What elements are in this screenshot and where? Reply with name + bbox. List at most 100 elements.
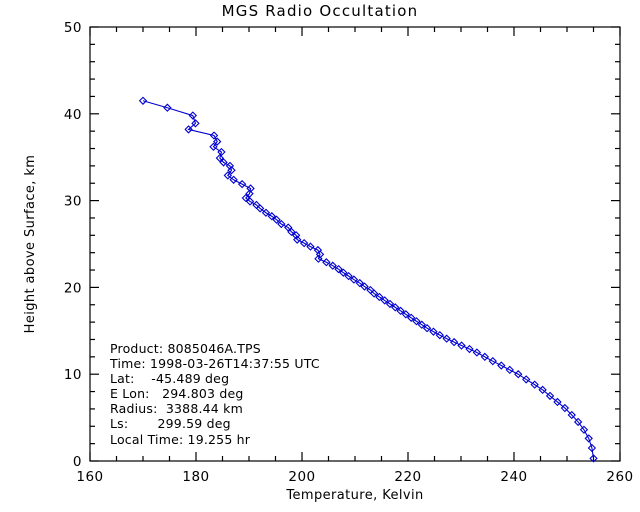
data-point-marker — [442, 334, 451, 343]
data-point-marker — [355, 278, 364, 288]
data-point-marker — [360, 282, 369, 291]
data-point-marker — [314, 254, 323, 263]
data-point-marker — [322, 258, 331, 267]
annotation-line: Ls: 299.59 deg — [110, 416, 231, 432]
annotation-line: E Lon: 294.803 deg — [110, 386, 244, 402]
data-point-marker — [465, 344, 474, 354]
data-point-marker — [272, 215, 281, 224]
y-tick-label: 40 — [64, 107, 82, 123]
data-point-marker — [553, 397, 562, 407]
data-point-marker — [293, 235, 302, 244]
data-point-marker — [245, 197, 255, 206]
data-point-marker — [223, 171, 232, 180]
data-point-marker — [412, 317, 421, 326]
data-point-marker — [191, 119, 200, 128]
data-point-marker — [245, 189, 254, 198]
data-point-marker — [255, 204, 265, 213]
axis-labels: 160 180 200 220 240 260 0 10 20 30 40 50 Temperature… — [23, 20, 633, 503]
annotation-line: Product: 8085046A.TPS — [110, 341, 261, 356]
annotation-line: Time: 1998-03-26T14:37:55 UTC — [110, 356, 320, 372]
data-point-marker — [457, 341, 466, 350]
data-point-marker — [497, 361, 506, 370]
data-point-marker — [407, 313, 416, 322]
data-point-marker — [217, 147, 226, 157]
data-point-marker — [417, 320, 426, 329]
data-point-marker — [472, 348, 482, 357]
data-point-marker — [545, 391, 555, 401]
data-point-marker — [505, 365, 514, 375]
data-point-marker — [339, 268, 348, 277]
data-series — [138, 96, 598, 463]
data-point-marker — [241, 193, 250, 203]
data-point-marker — [306, 242, 315, 251]
axes — [89, 26, 621, 462]
data-point-marker — [315, 250, 325, 259]
data-point-marker — [589, 454, 598, 463]
data-point-marker — [219, 158, 228, 167]
series-line — [142, 100, 595, 459]
data-point-marker — [530, 380, 539, 389]
data-point-marker — [299, 238, 309, 248]
data-point-marker — [227, 166, 236, 175]
data-point-marker — [480, 352, 490, 362]
page-title: MGS Radio Occultation — [221, 2, 419, 20]
data-point-marker — [449, 337, 459, 347]
data-point-marker — [488, 357, 497, 366]
y-tick-label: 20 — [64, 280, 82, 296]
data-point-marker — [138, 96, 148, 105]
y-tick-label: 10 — [64, 367, 82, 383]
data-point-marker — [429, 327, 438, 336]
data-point-marker — [385, 299, 395, 309]
data-point-marker — [209, 131, 219, 140]
data-point-marker — [163, 103, 172, 112]
data-point-marker — [380, 296, 389, 305]
x-tick-label: 220 — [394, 469, 421, 485]
data-point-marker — [391, 303, 400, 312]
x-tick-label: 200 — [288, 469, 315, 485]
data-point-marker — [334, 264, 343, 274]
data-point-marker — [560, 403, 570, 413]
data-point-marker — [277, 219, 286, 229]
data-point-marker — [573, 417, 583, 427]
data-point-marker — [229, 175, 238, 184]
y-tick-label: 0 — [73, 454, 82, 470]
annotation-line: Local Time: 19.255 hr — [110, 431, 251, 447]
annotation-line: Radius: 3388.44 km — [110, 401, 243, 417]
data-point-marker — [349, 275, 359, 284]
data-point-marker — [401, 310, 411, 319]
y-tick-label: 50 — [64, 20, 82, 36]
data-point-marker — [209, 142, 218, 151]
data-point-marker — [422, 324, 432, 333]
x-tick-label: 240 — [500, 469, 527, 485]
data-point-marker — [215, 153, 225, 163]
data-point-marker — [369, 289, 379, 298]
data-point-marker — [584, 434, 593, 443]
data-point-marker — [213, 137, 222, 146]
data-point-marker — [291, 231, 301, 240]
data-point-marker — [587, 443, 597, 453]
data-point-marker — [328, 261, 337, 270]
data-point-marker — [514, 370, 523, 379]
data-point-marker — [567, 410, 576, 420]
data-point-marker — [375, 292, 384, 302]
x-tick-label: 260 — [606, 469, 633, 485]
annotation-line: Lat: -45.489 deg — [110, 371, 230, 387]
data-point-marker — [538, 385, 547, 395]
y-axis-title: Height above Surface, km — [23, 155, 38, 334]
data-point-marker — [579, 425, 589, 434]
data-point-marker — [225, 161, 235, 171]
data-point-marker — [261, 208, 271, 217]
y-tick-label: 30 — [64, 194, 82, 210]
x-tick-label: 160 — [76, 469, 103, 485]
data-point-marker — [237, 179, 247, 189]
data-point-marker — [188, 111, 197, 120]
metadata-annotation: Product: 8085046A.TPS Time: 1998-03-26T14… — [110, 341, 320, 447]
data-point-marker — [435, 330, 444, 340]
data-point-marker — [267, 212, 276, 221]
data-point-marker — [184, 125, 193, 134]
x-tick-label: 180 — [182, 469, 209, 485]
data-point-marker — [344, 271, 353, 281]
